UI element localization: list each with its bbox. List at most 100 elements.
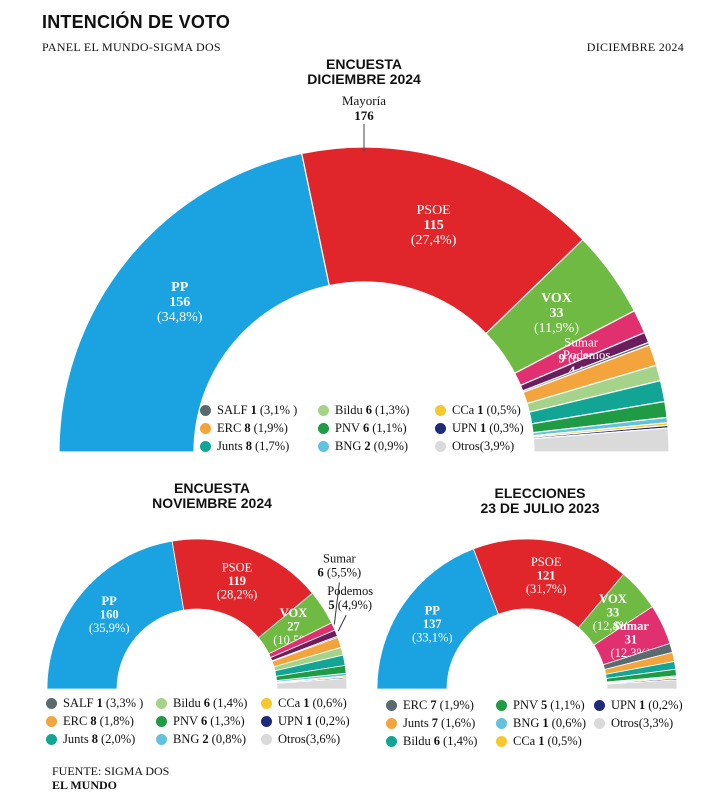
legend-name: SALF bbox=[217, 403, 248, 417]
legend-seats: 7 bbox=[430, 698, 437, 712]
label-nov-psoe-name: PSOE bbox=[222, 561, 253, 575]
label-nov-pp-name: PP bbox=[102, 594, 118, 608]
legend-item-nov-otros: Otros (3,6%) bbox=[261, 732, 340, 747]
label-dic-vox-pct: (11,9%) bbox=[534, 321, 579, 336]
legend-name: Junts bbox=[63, 732, 89, 746]
chart-dic-title-line2: DICIEMBRE 2024 bbox=[307, 71, 421, 87]
legend-item-nov-upn: UPN 1 (0,2%) bbox=[261, 714, 350, 729]
chart-dic-title-line1: ENCUESTA bbox=[326, 56, 402, 72]
legend-item-nov-salf: SALF 1 (3,3% ) bbox=[46, 696, 143, 711]
chart-jul-title-line2: 23 DE JULIO 2023 bbox=[480, 500, 600, 516]
label-nov-pp-pct: (35,9%) bbox=[89, 621, 130, 635]
legend-pct: (0,5%) bbox=[547, 734, 582, 748]
label-jul-vox-seats: 33 bbox=[607, 606, 620, 620]
legend-swatch bbox=[156, 734, 167, 745]
legend-pct: (0,8%) bbox=[211, 732, 247, 746]
legend-name: ERC bbox=[403, 698, 428, 712]
chart-nov-title-line1: ENCUESTA bbox=[174, 480, 250, 496]
legend-name: PNV bbox=[513, 698, 539, 712]
legend-nov: SALF 1 (3,3% ) Bildu 6 (1,4%) CCa 1 (0,6%) ERC 8 (1… bbox=[46, 696, 366, 756]
legend-item-jul-upn: UPN 1 (0,2%) bbox=[594, 698, 683, 713]
legend-pct: (0,9%) bbox=[373, 439, 409, 453]
label-jul-sumar-name: Sumar bbox=[613, 619, 650, 633]
label-jul-pp-name: PP bbox=[425, 603, 441, 617]
legend-seats: 7 bbox=[431, 716, 438, 730]
legend-swatch bbox=[594, 700, 605, 711]
label-jul-sumar-seats: 31 bbox=[625, 633, 638, 647]
legend-swatch bbox=[435, 441, 446, 452]
legend-item-jul-junts: Junts 7 (1,6%) bbox=[386, 716, 475, 731]
legend-name: UPN bbox=[452, 421, 478, 435]
legend-item-nov-bng: BNG 2 (0,8%) bbox=[156, 732, 246, 747]
legend-item-dic-salf: SALF 1 (3,1% ) bbox=[200, 403, 297, 418]
legend-item-nov-bildu: Bildu 6 (1,4%) bbox=[156, 696, 247, 711]
label-jul-psoe-name: PSOE bbox=[531, 555, 562, 569]
majority-marker: Mayoría 176 bbox=[314, 93, 414, 123]
label-jul-psoe-seats: 121 bbox=[537, 569, 556, 583]
legend-seats: 2 bbox=[202, 732, 209, 746]
legend-dic: SALF 1 (3,1% ) Bildu 6 (1,3%) CCa 1 (0,5%) ERC 8 (1… bbox=[200, 403, 660, 463]
legend-swatch bbox=[261, 716, 272, 727]
legend-swatch bbox=[261, 734, 272, 745]
label-jul-pp-pct: (33,1%) bbox=[412, 630, 453, 644]
legend-pct: (0,2%) bbox=[315, 714, 350, 728]
source-block: FUENTE: SIGMA DOS EL MUNDO bbox=[52, 764, 169, 792]
label-dic-psoe-seats: 115 bbox=[424, 218, 444, 233]
legend-seats: 1 bbox=[542, 716, 549, 730]
legend-swatch bbox=[46, 716, 57, 727]
majority-value: 176 bbox=[354, 108, 374, 123]
legend-pct: (1,3%) bbox=[210, 714, 245, 728]
legend-pct: (1,1%) bbox=[550, 698, 585, 712]
legend-swatch bbox=[318, 423, 329, 434]
legend-pct: (2,0%) bbox=[100, 732, 136, 746]
legend-pct: (0,5%) bbox=[486, 403, 521, 417]
label-nov-vox-seats: 27 bbox=[287, 619, 300, 633]
legend-item-jul-bng: BNG 1 (0,6%) bbox=[496, 716, 586, 731]
legend-pct: (0,6%) bbox=[312, 696, 347, 710]
legend-seats: 1 bbox=[306, 714, 313, 728]
legend-swatch bbox=[156, 698, 167, 709]
legend-seats: 8 bbox=[245, 439, 252, 453]
legend-seats: 2 bbox=[364, 439, 371, 453]
legend-item-jul-otros: Otros (3,3%) bbox=[594, 716, 673, 731]
legend-swatch bbox=[386, 736, 397, 747]
label-dic-psoe-name: PSOE bbox=[417, 203, 451, 218]
legend-name: Bildu bbox=[403, 734, 431, 748]
label-dic-podemos-name: Podemos bbox=[563, 347, 611, 362]
legend-seats: 8 bbox=[244, 421, 251, 435]
legend-seats: 5 bbox=[541, 698, 548, 712]
label-dic-pp-seats: 156 bbox=[169, 295, 190, 310]
legend-pct: (3,9%) bbox=[479, 439, 515, 453]
seat-block-dic-psoe bbox=[301, 146, 584, 335]
legend-name: CCa bbox=[513, 734, 536, 748]
legend-seats: 1 bbox=[480, 421, 487, 435]
seat-block-nov-pp bbox=[46, 540, 185, 690]
label-dic-pp-pct: (34,8%) bbox=[157, 310, 203, 325]
legend-name: Junts bbox=[403, 716, 429, 730]
legend-name: ERC bbox=[63, 714, 88, 728]
label-jul-vox-name: VOX bbox=[599, 592, 627, 606]
legend-pct: (3,6%) bbox=[305, 732, 341, 746]
legend-seats: 6 bbox=[365, 403, 373, 417]
legend-item-nov-pnv: PNV 6 (1,3%) bbox=[156, 714, 245, 729]
legend-swatch bbox=[496, 718, 507, 729]
legend-name: Junts bbox=[217, 439, 243, 453]
legend-swatch bbox=[318, 405, 329, 416]
legend-item-nov-erc: ERC 8 (1,8%) bbox=[46, 714, 134, 729]
legend-swatch bbox=[496, 700, 507, 711]
legend-seats: 6 bbox=[201, 714, 208, 728]
legend-pct: (1,8%) bbox=[99, 714, 134, 728]
legend-pct: (3,3% ) bbox=[105, 696, 144, 710]
legend-item-nov-junts: Junts 8 (2,0%) bbox=[46, 732, 135, 747]
legend-item-dic-otros: Otros (3,9%) bbox=[435, 439, 514, 454]
legend-swatch bbox=[435, 405, 446, 416]
legend-pct: (0,3%) bbox=[489, 421, 524, 435]
legend-seats: 6 bbox=[203, 696, 211, 710]
legend-name: CCa bbox=[278, 696, 301, 710]
legend-pct: (1,1%) bbox=[372, 421, 407, 435]
legend-name: PNV bbox=[173, 714, 199, 728]
legend-name: CCa bbox=[452, 403, 475, 417]
legend-swatch bbox=[496, 736, 507, 747]
legend-pct: (1,9%) bbox=[439, 698, 474, 712]
brand-logo: EL MUNDO bbox=[52, 778, 118, 792]
